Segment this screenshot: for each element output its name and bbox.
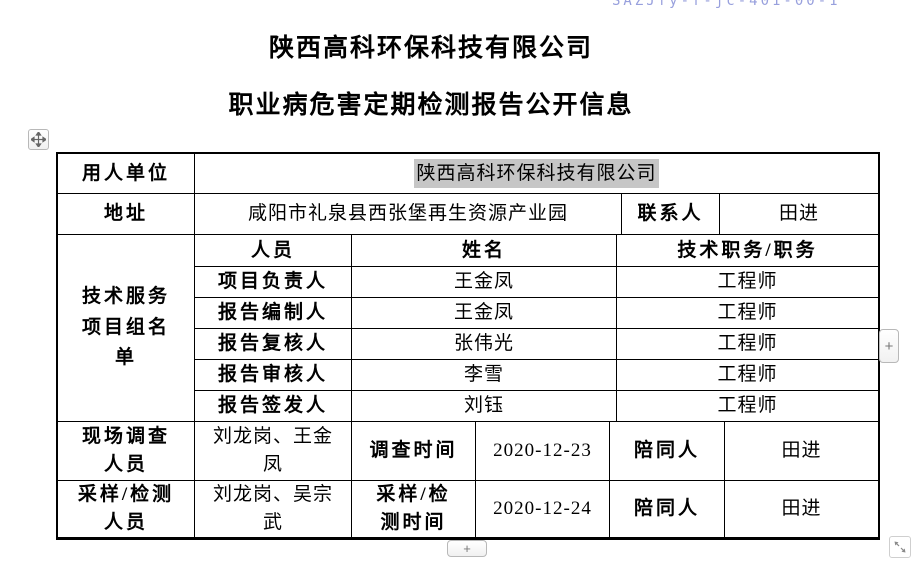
table-row-sampling: 采样/检测人员 刘龙岗、吴宗武 采样/检测时间 2020-12-24 陪同人 田… xyxy=(58,481,878,538)
team-header-title[interactable]: 技术职务/职务 xyxy=(617,235,878,267)
resize-diagonal-icon xyxy=(893,540,907,554)
table-resize-handle[interactable] xyxy=(889,536,911,558)
team-name-cell[interactable]: 王金凤 xyxy=(352,298,617,329)
team-section: 技术服务项目组名单 人员 姓名 技术职务/职务 项目负责人 王金凤 工程师 报告… xyxy=(58,235,878,422)
team-role-cell[interactable]: 报告审核人 xyxy=(195,360,352,391)
team-row: 项目负责人 王金凤 工程师 xyxy=(195,267,878,298)
team-name-cell[interactable]: 李雪 xyxy=(352,360,617,391)
team-title-cell[interactable]: 工程师 xyxy=(617,267,878,298)
add-row-button[interactable]: + xyxy=(447,540,487,557)
address-label-cell[interactable]: 地址 xyxy=(58,194,195,235)
team-row: 报告签发人 刘钰 工程师 xyxy=(195,391,878,422)
sampling-people-cell[interactable]: 刘龙岗、吴宗武 xyxy=(195,481,352,538)
sampling-label-cell[interactable]: 采样/检测人员 xyxy=(58,481,195,538)
team-name-cell[interactable]: 王金凤 xyxy=(352,267,617,298)
survey-companion-value-cell[interactable]: 田进 xyxy=(725,422,878,481)
team-header-row: 人员 姓名 技术职务/职务 xyxy=(195,235,878,267)
employer-value-cell[interactable]: 陕西高科环保科技有限公司 xyxy=(195,154,878,194)
team-name-cell[interactable]: 张伟光 xyxy=(352,329,617,360)
report-info-table: 用人单位 陕西高科环保科技有限公司 地址 咸阳市礼泉县西张堡再生资源产业园 联系… xyxy=(56,152,880,540)
team-row: 报告复核人 张伟光 工程师 xyxy=(195,329,878,360)
sampling-time-label-cell[interactable]: 采样/检测时间 xyxy=(352,481,476,538)
sampling-companion-value-cell[interactable]: 田进 xyxy=(725,481,878,538)
team-title-cell[interactable]: 工程师 xyxy=(617,329,878,360)
team-title-cell[interactable]: 工程师 xyxy=(617,360,878,391)
doc-subtitle[interactable]: 职业病危害定期检测报告公开信息 xyxy=(228,92,634,119)
survey-companion-label-cell[interactable]: 陪同人 xyxy=(610,422,725,481)
team-role-cell[interactable]: 报告编制人 xyxy=(195,298,352,329)
team-title-cell[interactable]: 工程师 xyxy=(617,298,878,329)
team-role-cell[interactable]: 项目负责人 xyxy=(195,267,352,298)
contact-label-cell[interactable]: 联系人 xyxy=(622,194,720,235)
move-icon xyxy=(31,132,46,147)
doc-title[interactable]: 陕西高科环保科技有限公司 xyxy=(268,35,593,62)
team-header-role[interactable]: 人员 xyxy=(195,235,352,267)
survey-people-cell[interactable]: 刘龙岗、王金凤 xyxy=(195,422,352,481)
survey-time-value-cell[interactable]: 2020-12-23 xyxy=(476,422,610,481)
address-value-cell[interactable]: 咸阳市礼泉县西张堡再生资源产业园 xyxy=(195,194,622,235)
table-row-employer: 用人单位 陕西高科环保科技有限公司 xyxy=(58,154,878,194)
team-group-label-cell[interactable]: 技术服务项目组名单 xyxy=(58,235,195,422)
contact-value-cell[interactable]: 田进 xyxy=(720,194,878,235)
table-row-address: 地址 咸阳市礼泉县西张堡再生资源产业园 联系人 田进 xyxy=(58,194,878,235)
sampling-companion-label-cell[interactable]: 陪同人 xyxy=(610,481,725,538)
doc-code-clipped: SAZJfy-f-jc-401-00-1 xyxy=(612,0,841,9)
table-row-survey: 现场调查人员 刘龙岗、王金凤 调查时间 2020-12-23 陪同人 田进 xyxy=(58,422,878,481)
add-column-button[interactable]: + xyxy=(879,329,899,363)
survey-time-label-cell[interactable]: 调查时间 xyxy=(352,422,476,481)
employer-label-cell[interactable]: 用人单位 xyxy=(58,154,195,194)
team-row: 报告审核人 李雪 工程师 xyxy=(195,360,878,391)
team-row: 报告编制人 王金凤 工程师 xyxy=(195,298,878,329)
team-role-cell[interactable]: 报告签发人 xyxy=(195,391,352,422)
team-title-cell[interactable]: 工程师 xyxy=(617,391,878,422)
survey-label-cell[interactable]: 现场调查人员 xyxy=(58,422,195,481)
table-move-handle[interactable] xyxy=(28,129,49,150)
team-header-name[interactable]: 姓名 xyxy=(352,235,617,267)
sampling-time-value-cell[interactable]: 2020-12-24 xyxy=(476,481,610,538)
selected-text-highlight[interactable]: 陕西高科环保科技有限公司 xyxy=(414,158,659,189)
team-rows: 人员 姓名 技术职务/职务 项目负责人 王金凤 工程师 报告编制人 王金凤 工程… xyxy=(195,235,878,422)
team-name-cell[interactable]: 刘钰 xyxy=(352,391,617,422)
team-role-cell[interactable]: 报告复核人 xyxy=(195,329,352,360)
